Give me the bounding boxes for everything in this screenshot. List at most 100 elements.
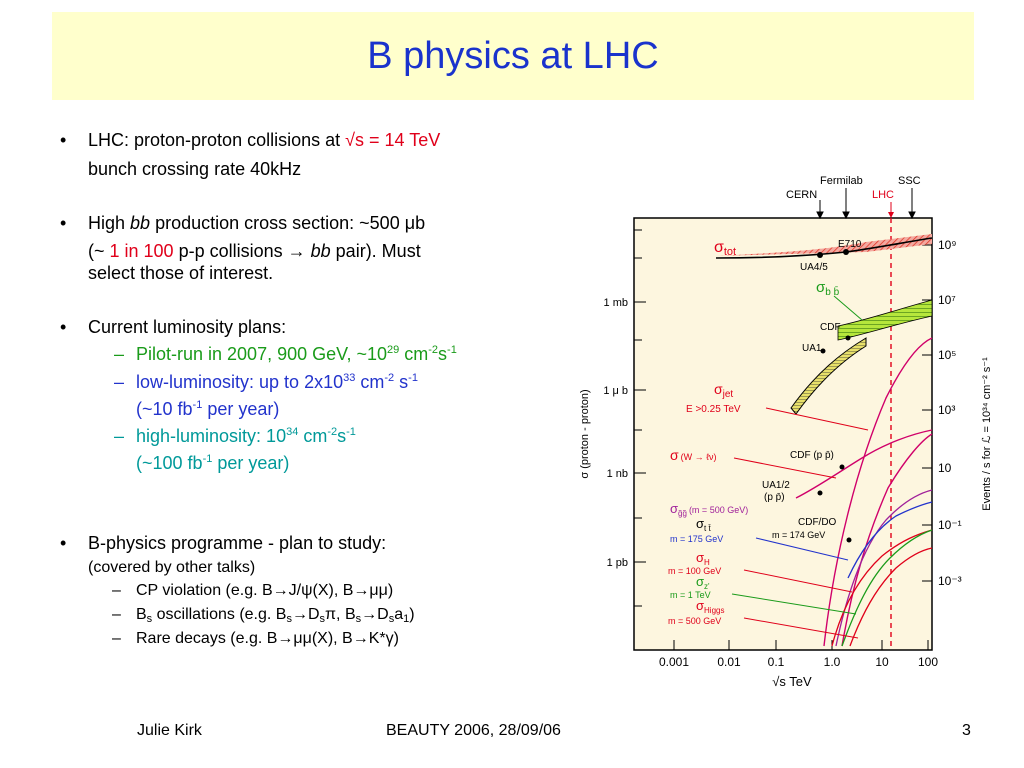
sup: -1 <box>192 399 203 411</box>
y-tick-1ub: 1 μ b <box>603 385 628 397</box>
sup: 29 <box>387 344 400 356</box>
sigma-w-curve <box>795 429 933 499</box>
x-axis-label: √s TeV <box>772 674 812 689</box>
label-mz: m = 1 TeV <box>670 590 711 600</box>
sup: 34 <box>286 426 299 438</box>
bullet-2-line-3: select those of interest. <box>88 263 274 283</box>
text: π, B <box>325 606 356 623</box>
y2-tick: 10⁷ <box>938 293 956 307</box>
sigma-z-curve <box>841 529 933 647</box>
text: pair). Must <box>330 241 421 261</box>
label-ssc: SSC <box>898 175 921 187</box>
text-italic: bb <box>310 241 331 261</box>
lumi-low-line-2: (~10 fb-1 per year) <box>136 398 279 420</box>
left-axis-ticks <box>634 229 646 607</box>
text: (~ <box>88 241 110 261</box>
footer-author: Julie Kirk <box>137 722 202 739</box>
lumi-high: high-luminosity: 1034 cm-2s-1 <box>136 425 356 447</box>
bullet-4-head: B-physics programme - plan to study: <box>88 533 387 553</box>
y2-tick: 10⁵ <box>938 348 956 362</box>
label-sigma-gg: σg̃g̃ (m = 500 GeV) <box>670 501 748 518</box>
sup: -1 <box>202 453 213 465</box>
sigma-bb-lowE-band <box>790 337 867 415</box>
text: High <box>88 213 131 233</box>
label-sigma-w: σ (W → ℓν) <box>670 447 717 463</box>
text: (~10 fb <box>136 399 193 419</box>
text-italic: bb <box>130 213 151 233</box>
bullet-mark: • <box>60 213 67 233</box>
label-e710: E710 <box>838 239 862 250</box>
point-cdf-w <box>839 464 845 470</box>
dash-mark: – <box>114 372 125 392</box>
sub: s <box>286 613 292 625</box>
text: s <box>394 372 409 392</box>
point-cdfdo <box>846 537 852 543</box>
page-title: B physics at LHC <box>367 34 659 77</box>
x-tick: 100 <box>918 655 938 669</box>
sigma-higgs-pointer <box>743 617 859 639</box>
sigma-z-pointer <box>731 593 857 615</box>
bullet-2-line-2: (~ 1 in 100 p-p collisions → bb pair). M… <box>88 240 421 262</box>
sup: -1 <box>346 426 356 438</box>
text: a <box>394 606 404 623</box>
bottom-axis-ticks <box>673 640 929 650</box>
label-ua12: UA1/2 <box>762 480 790 491</box>
x-tick: 10 <box>875 655 889 669</box>
bullet-3-head: Current luminosity plans: <box>88 317 287 337</box>
sigma-jet-pointer <box>765 407 869 431</box>
text: Pilot-run in 2007, 900 GeV, ~10 <box>136 344 388 364</box>
sup: -2 <box>327 426 338 438</box>
label-mtop-175: m = 175 GeV <box>670 534 723 544</box>
highlight-energy: √s = 14 TeV <box>345 130 441 150</box>
text: low-luminosity: up to 2x10 <box>136 372 344 392</box>
right-axis-ticks <box>922 244 932 582</box>
y2-tick: 10⁻³ <box>938 574 962 588</box>
text: →D <box>291 606 320 623</box>
label-sigma-tot: σtot <box>714 239 736 258</box>
text: B <box>136 606 147 623</box>
dash-mark: – <box>114 426 125 446</box>
sub: s <box>355 613 362 625</box>
label-mtop-174: m = 174 GeV <box>772 530 825 540</box>
dash-mark: – <box>112 582 121 599</box>
footer-page-number: 3 <box>962 722 971 739</box>
sup: 33 <box>343 372 356 384</box>
sub: s <box>388 613 395 625</box>
y-axis-label-right: Events / s for ℒ = 10³⁴ cm⁻² s⁻¹ <box>981 357 993 511</box>
text: oscillations (e.g. B <box>152 606 287 623</box>
text: production cross section: ~500 μb <box>150 213 426 233</box>
dash-mark: – <box>112 606 121 623</box>
text: LHC: proton-proton collisions at <box>88 130 346 150</box>
sigma-h-pointer <box>743 569 853 593</box>
label-cern: CERN <box>786 189 817 201</box>
label-mh-100: m = 100 GeV <box>668 566 721 576</box>
footer-conference: BEAUTY 2006, 28/09/06 <box>386 722 561 739</box>
sigma-bb-pointer <box>833 295 863 321</box>
y-tick-1mb: 1 mb <box>604 297 628 309</box>
label-sigma-higgs: σHiggs <box>696 598 724 615</box>
sigma-jet-curve <box>823 337 933 647</box>
bullet-4-sub: (covered by other talks) <box>88 559 256 576</box>
label-ua45: UA4/5 <box>800 262 828 273</box>
text: p-p collisions → <box>173 241 311 261</box>
y-tick-1nb: 1 nb <box>607 468 628 480</box>
sup: -1 <box>447 344 457 356</box>
text: s <box>337 426 347 446</box>
text: high-luminosity: 10 <box>136 426 287 446</box>
lumi-high-line-2: (~100 fb-1 per year) <box>136 452 289 474</box>
label-fermilab: Fermilab <box>820 175 863 187</box>
bullet-2-line-1: High bb production cross section: ~500 μ… <box>88 212 425 234</box>
label-sigma-bb: σb b̄ <box>816 279 840 298</box>
text: per year) <box>202 399 280 419</box>
point-ua12 <box>817 490 823 496</box>
highlight-fraction: 1 in 100 <box>109 241 174 261</box>
sigma-tt-curve <box>847 501 933 579</box>
label-sigma-z: σz' <box>696 574 710 591</box>
collider-arrows <box>816 188 916 220</box>
study-rare-decays: Rare decays (e.g. B→μμ(X), B→K*γ) <box>136 630 399 647</box>
x-tick: 0.1 <box>768 655 785 669</box>
study-cp-violation: CP violation (e.g. B→J/ψ(X), B→μμ) <box>136 582 394 599</box>
x-tick: 0.001 <box>659 655 689 669</box>
cross-section-figure: 1 mb 1 μ b 1 nb 1 pb 10⁹ 10⁷ 10⁵ 10³ 10 … <box>579 175 993 689</box>
x-tick: 1.0 <box>824 655 841 669</box>
